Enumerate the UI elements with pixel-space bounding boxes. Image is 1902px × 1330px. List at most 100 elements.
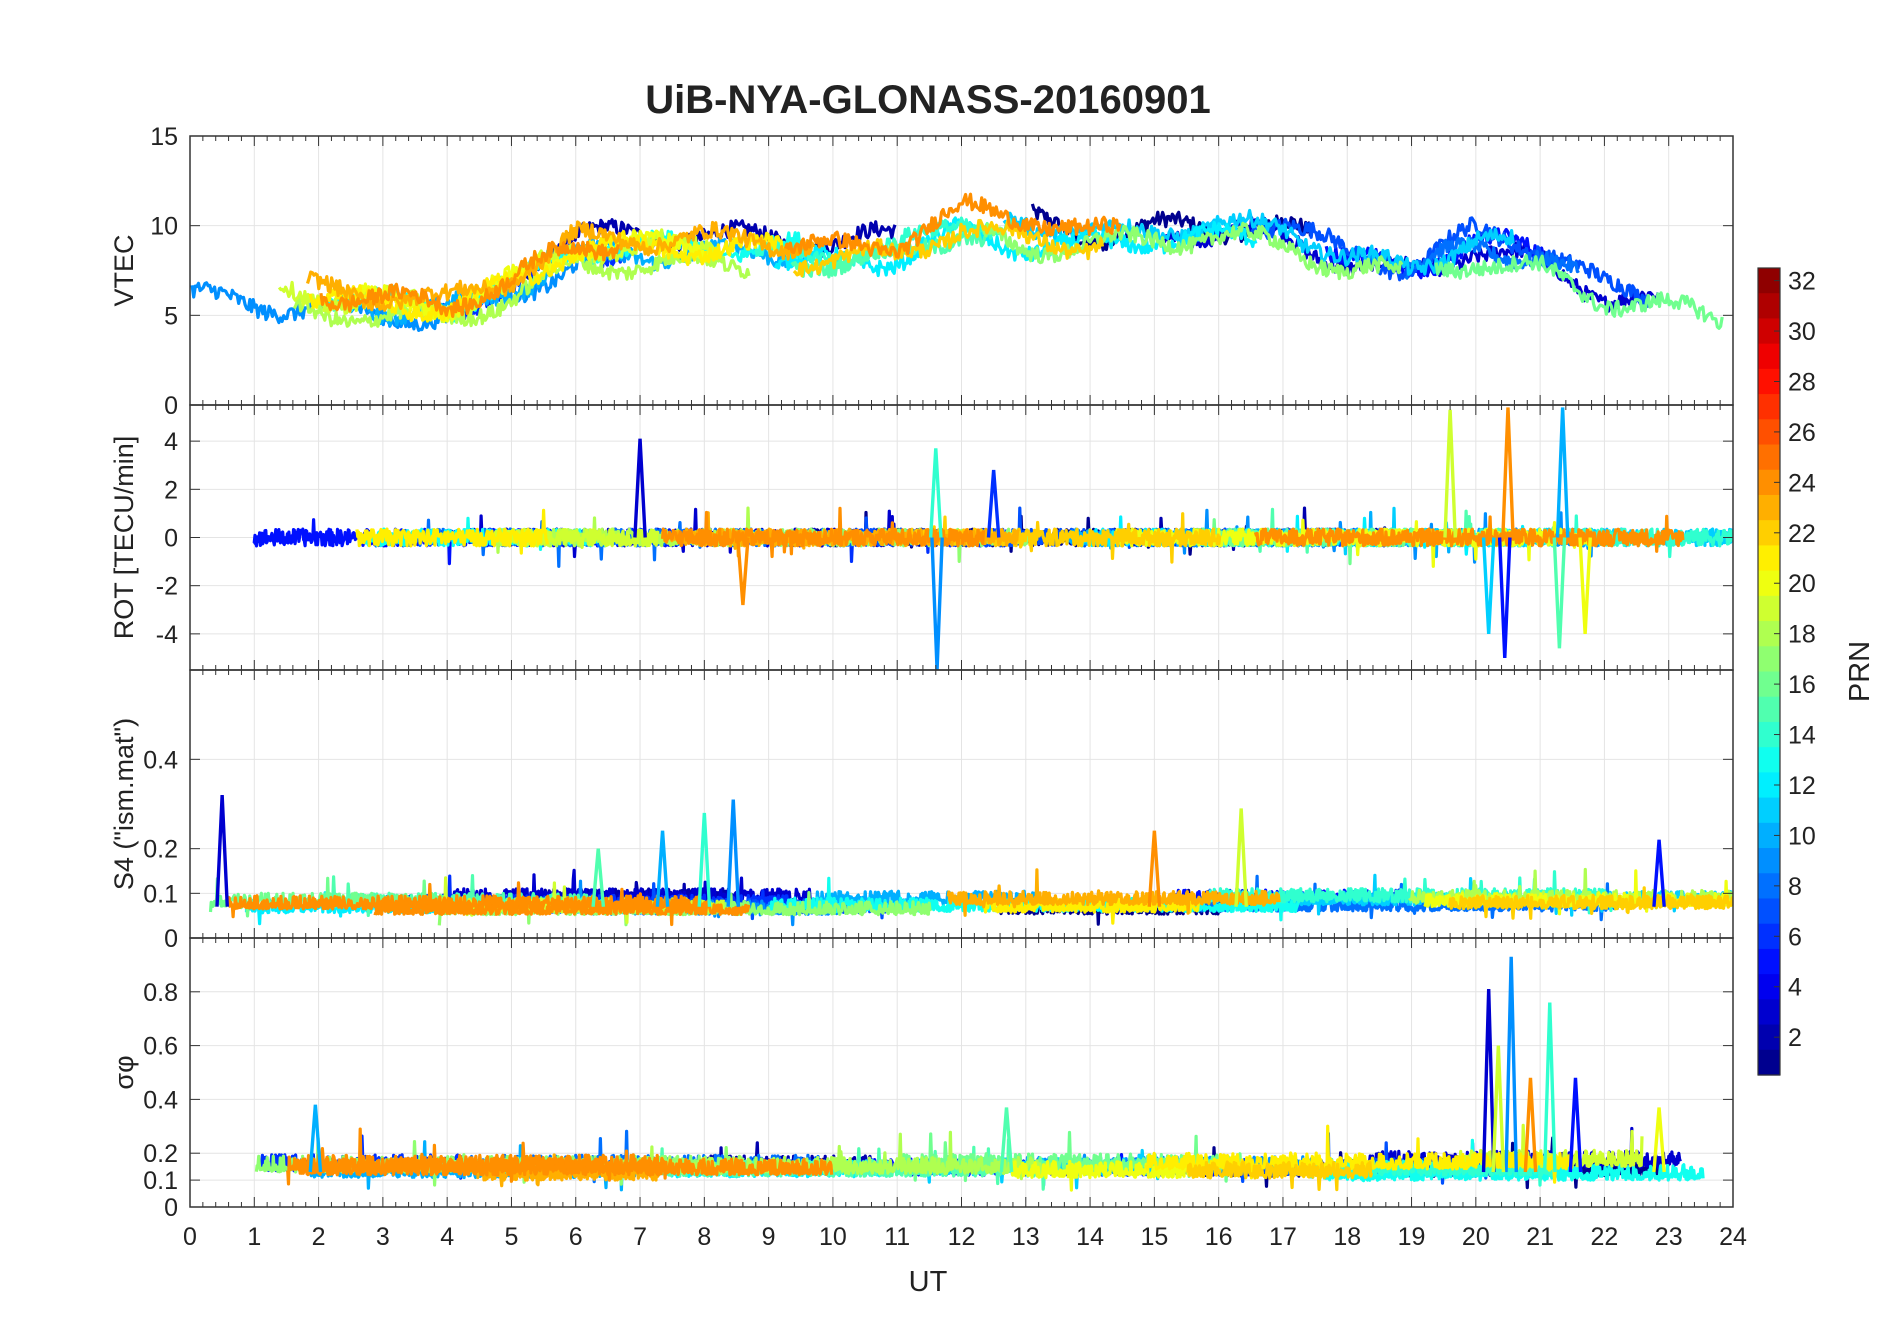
colorbar-swatch <box>1758 394 1780 420</box>
y-tick-label: 0 <box>164 392 178 420</box>
spike-mark <box>928 448 943 538</box>
series-line <box>946 868 1281 917</box>
y-tick-label: 0.1 <box>143 880 178 908</box>
colorbar-tick-label: 28 <box>1788 368 1816 396</box>
x-tick-label: 8 <box>697 1223 711 1251</box>
y-tick-label: 0.2 <box>143 1140 178 1168</box>
series-line <box>373 895 751 927</box>
colorbar-swatch <box>1758 469 1780 496</box>
series-line <box>1434 254 1724 330</box>
y-tick-label: 0.2 <box>143 836 178 864</box>
spike-mark <box>1504 956 1519 1173</box>
x-tick-label: 24 <box>1719 1223 1747 1251</box>
y-tick-label: 0 <box>164 525 178 553</box>
x-tick-label: 2 <box>312 1223 326 1251</box>
x-tick-label: 20 <box>1462 1223 1490 1251</box>
y-tick-label: 10 <box>150 213 178 241</box>
colorbar-swatch <box>1758 520 1780 547</box>
colorbar-swatch <box>1758 621 1780 647</box>
spike-mark <box>1542 1002 1557 1173</box>
y-tick-label: 0.4 <box>143 746 178 774</box>
series-line <box>1448 886 1733 920</box>
colorbar-swatch <box>1758 772 1780 799</box>
colorbar-swatch <box>1758 873 1780 900</box>
series-line <box>1404 235 1580 280</box>
y-tick-label: 0 <box>164 1194 178 1222</box>
series-line <box>319 240 620 318</box>
series-line <box>1144 1124 1574 1184</box>
spike-mark <box>736 537 750 606</box>
spike-mark <box>1147 830 1162 907</box>
ticks-vtec: 0 5 10 15 <box>150 123 1734 420</box>
colorbar-swatch <box>1758 898 1780 925</box>
series-group-sigma <box>254 956 1705 1192</box>
series-group-vtec <box>190 192 1724 332</box>
panel-s4: 0 0.1 0.2 0.4S4 ("ism.mat") <box>109 669 1734 953</box>
colorbar-swatch <box>1758 318 1780 345</box>
colorbar-swatch <box>1758 948 1780 975</box>
series-line <box>981 221 1404 281</box>
spike-mark <box>1652 1107 1666 1173</box>
colorbar-swatch <box>1758 343 1780 370</box>
series-line <box>297 1141 834 1180</box>
colorbar-tick-label: 12 <box>1788 772 1816 800</box>
colorbar-swatch <box>1758 570 1780 597</box>
y-tick-label: -4 <box>156 621 178 649</box>
y-tick-label: 0.4 <box>143 1086 178 1114</box>
x-tick-label: 9 <box>762 1223 776 1251</box>
x-tick-label: 15 <box>1140 1223 1168 1251</box>
x-tick-label: 7 <box>633 1223 647 1251</box>
colorbar-swatch <box>1758 721 1780 748</box>
colorbar-swatch <box>1758 646 1780 673</box>
colorbar-swatch <box>1758 974 1780 1000</box>
x-tick-label: 21 <box>1526 1223 1554 1251</box>
colorbar-swatch <box>1758 494 1780 521</box>
y-tick-label: -2 <box>156 573 178 601</box>
x-tick-label: 16 <box>1205 1223 1233 1251</box>
spike-mark <box>1481 989 1496 1173</box>
y-tick-label: 2 <box>164 476 178 504</box>
colorbar-swatch <box>1758 822 1780 849</box>
spike-mark <box>1443 409 1457 538</box>
colorbar-tick-label: 4 <box>1788 974 1802 1002</box>
spike-mark <box>697 812 712 907</box>
x-tick-label: 10 <box>819 1223 847 1251</box>
colorbar-swatch <box>1758 747 1780 773</box>
colorbar-tick-label: 32 <box>1788 268 1816 296</box>
x-tick-label: 1 <box>247 1223 261 1251</box>
spike-mark <box>1234 808 1249 907</box>
colorbar-tick-label: 10 <box>1788 822 1816 850</box>
colorbar-frame <box>1757 267 1781 1076</box>
spike-mark <box>1481 537 1496 634</box>
ticks-s4: 0 0.1 0.2 0.4 <box>143 670 1734 953</box>
x-tick-label: 18 <box>1333 1223 1361 1251</box>
y-axis-label-s4: S4 ("ism.mat") <box>109 718 139 890</box>
x-tick-label: 0 <box>183 1223 197 1251</box>
colorbar-swatch <box>1758 444 1780 471</box>
colorbar-swatch <box>1758 1024 1780 1051</box>
spike-mark <box>1568 1077 1583 1173</box>
x-tick-label: 22 <box>1591 1223 1619 1251</box>
colorbar-swatch <box>1758 595 1780 622</box>
colorbar-swatch <box>1758 368 1780 395</box>
series-group-s4 <box>208 794 1733 927</box>
spike-mark <box>726 799 741 907</box>
x-tick-label: 19 <box>1398 1223 1426 1251</box>
colorbar-tick-label: 20 <box>1788 570 1816 598</box>
spike-mark <box>1497 537 1512 659</box>
series-line <box>784 192 1122 259</box>
series-line <box>1253 514 1685 553</box>
spike-mark <box>655 830 670 907</box>
series-line <box>1008 1159 1200 1192</box>
colorbar-swatch <box>1758 1049 1780 1076</box>
colorbar-tick-label: 26 <box>1788 419 1816 447</box>
series-line <box>792 218 1105 278</box>
ticks-rot: -4 -2 0 2 4 <box>156 405 1734 670</box>
panel-sigma: 00.10.2 0.4 0.6 0.8 σφ <box>109 937 1734 1222</box>
x-tick-label: 6 <box>569 1223 583 1251</box>
x-tick-label: 17 <box>1269 1223 1297 1251</box>
x-axis-label: UT <box>909 1266 948 1298</box>
